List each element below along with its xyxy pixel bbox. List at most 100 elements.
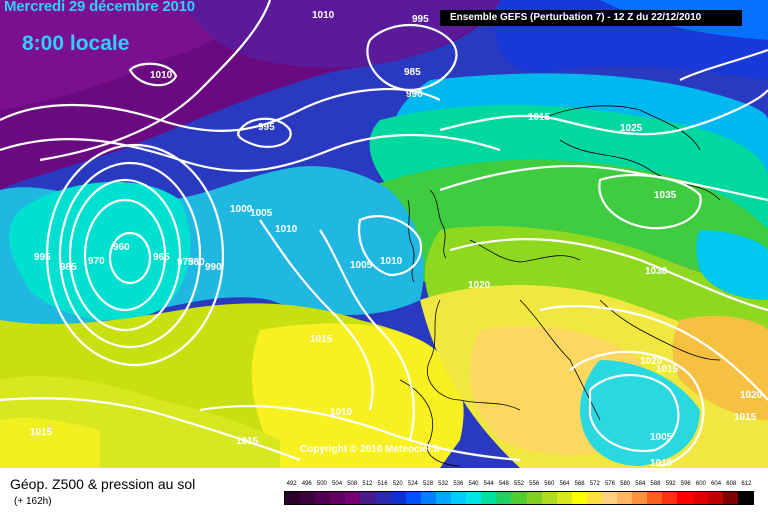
valid-date: Mercredi 29 décembre 2010 [4,0,195,15]
isobar-label: 1015 [310,334,333,345]
legend-swatch [435,492,452,504]
legend-swatch [692,492,708,504]
legend-tick-label: 548 [498,481,509,487]
legend-tick-label: 560 [544,481,555,487]
isobar-label: 975 [177,257,194,268]
legend-swatch [360,492,376,504]
isobar-label: 1015 [528,112,551,123]
isobar-label: 1015 [656,364,679,375]
legend-tick-label: 564 [559,481,570,487]
isobar-label: 1005 [350,260,373,271]
valid-time: 8:00 locale [22,32,130,55]
legend-swatch [466,492,482,504]
legend-tick-label: 556 [529,481,540,487]
legend-tick-label: 500 [316,481,327,487]
isobar-label: 1020 [468,280,491,291]
legend-tick-label: 600 [695,481,706,487]
isobar-label: 1010 [380,256,403,267]
legend-tick-label: 608 [726,481,737,487]
legend-tick-label: 528 [423,481,434,487]
legend-tick-label: 592 [665,481,676,487]
isobar-label: 1015 [734,412,757,423]
legend-tick-label: 552 [513,481,525,487]
isobar-label: 990 [205,262,222,273]
legend-tick-labels: 492 496 500 504 508 512 516 520 524 528 532 536 540 5… [284,481,754,489]
map-canvas: 1010 995 1010 985 990 995 1015 1025 1035… [0,0,768,468]
legend-tick-label: 508 [347,481,358,487]
legend-swatch [511,492,527,504]
legend-swatch [420,492,436,504]
legend-tick-label: 524 [407,481,418,487]
legend-tick-label: 588 [650,481,661,487]
model-run-banner: Ensemble GEFS (Perturbation 7) - 12 Z du… [440,10,742,26]
isobar-label: 1010 [275,224,298,235]
forecast-lead-time: (+ 162h) [14,496,52,507]
legend-tick-label: 572 [589,481,600,487]
legend-swatch [571,492,587,504]
legend-swatch [556,492,572,504]
isobar-label: 1035 [654,190,677,201]
map-title: Géop. Z500 & pression au sol [10,476,196,492]
legend-swatch [390,492,406,504]
isobar-label: 1010 [150,70,173,81]
isobar-label: 1020 [740,390,763,401]
isobar-label: 1030 [645,266,668,277]
isobar-label: 1025 [620,123,643,134]
legend-swatch [330,492,346,504]
legend-swatch [632,492,648,504]
isobar-label: 995 [258,122,275,133]
isobars [0,0,768,468]
legend-swatch [405,492,421,504]
legend-swatch [285,492,301,504]
legend-tick-label: 512 [362,481,373,487]
legend-swatch [737,492,753,504]
legend-tick-label: 576 [604,481,615,487]
isobar-label: 980 [188,257,205,268]
isobar-label: 995 [412,14,429,25]
legend-tick-label: 584 [635,481,646,487]
legend-swatch [722,492,738,504]
legend-swatch [375,492,391,504]
legend-tick-label: 492 [286,481,297,487]
isobar-label: 995 [34,252,51,263]
isobar-label: 985 [404,67,421,78]
legend-swatch [526,492,542,504]
legend-tick-label: 544 [483,481,494,487]
isobar-label: 985 [60,262,77,273]
legend-tick-label: 604 [711,481,722,487]
isobar-label: 1010 [330,407,353,418]
legend-tick-label: 536 [453,481,464,487]
legend-tick-label: 504 [332,481,343,487]
legend-tick-label: 516 [377,481,388,487]
legend-tick-label: 568 [574,481,585,487]
isobar-labels: 1010 995 1010 985 990 995 1015 1025 1035… [30,10,763,468]
copyright-notice: Copyright © 2010 Meteociel.fr [300,444,441,455]
isobar-label: 1015 [236,436,259,447]
legend-tick-label: 496 [301,481,312,487]
isobar-label: 960 [113,242,130,253]
legend-swatch [300,492,316,504]
isobar-label: 1010 [650,458,673,468]
legend-swatch [647,492,663,504]
legend-tick-label: 580 [620,481,631,487]
isobar-label: 1005 [250,208,273,219]
isobar-label: 1010 [312,10,335,21]
legend-swatch [541,492,557,504]
isobar-label: 1020 [640,356,663,367]
isobar-label: 970 [88,256,105,267]
legend-swatch [481,492,497,504]
coastlines [399,105,721,467]
legend-swatch [451,492,467,504]
legend-swatch [345,492,361,504]
legend-tick-label: 596 [680,481,691,487]
isobar-label: 1005 [650,432,673,443]
isobar-label: 1015 [30,427,53,438]
isobar-label: 1000 [230,204,253,215]
weather-map: 1010 995 1010 985 990 995 1015 1025 1035… [0,0,768,468]
isobar-label: 965 [153,252,170,263]
legend-tick-label: 612 [741,481,752,487]
color-legend [284,491,754,505]
legend-swatch [617,492,633,504]
legend-swatch [707,492,723,504]
legend-tick-label: 520 [392,481,403,487]
